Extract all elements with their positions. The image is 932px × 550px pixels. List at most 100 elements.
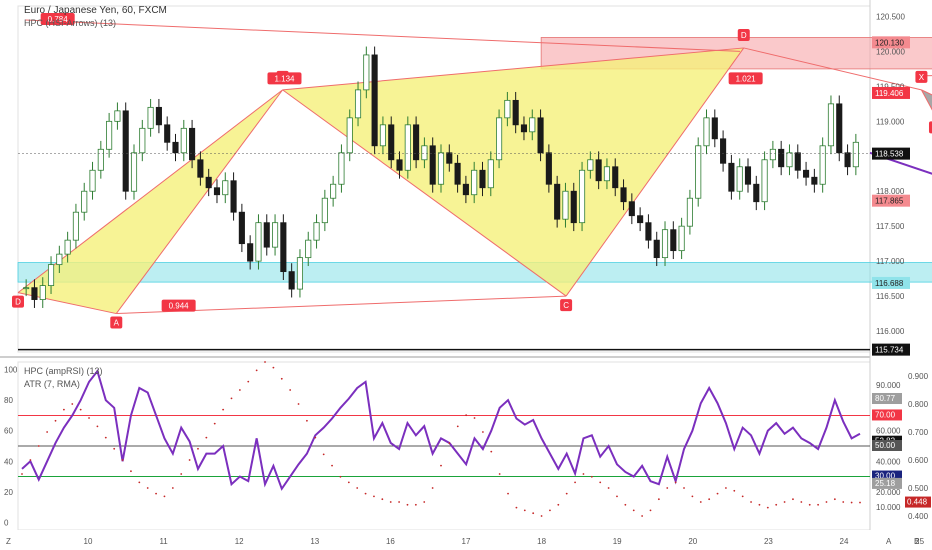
time-axis-tick: 13 <box>310 537 319 546</box>
ratio-label-box <box>40 12 75 25</box>
price-axis-tick: 116.000 <box>876 327 905 336</box>
atr-dot <box>255 369 258 372</box>
candle-body <box>520 124 528 133</box>
candle-body <box>413 124 420 161</box>
atr-dot <box>155 492 157 495</box>
candle-body <box>147 106 154 129</box>
atr-dot <box>440 464 442 467</box>
candle-body <box>197 159 204 178</box>
rsi-right-tick: 20.000 <box>876 488 901 497</box>
point-label-box <box>12 295 24 308</box>
ascending-trendline <box>869 151 932 175</box>
atr-dot <box>272 366 275 369</box>
atr-dot <box>398 501 400 503</box>
atr-dot <box>574 481 576 484</box>
atr-axis-tick: 0.800 <box>908 400 929 409</box>
atr-dot <box>515 506 518 509</box>
atr-axis-tick: 0.400 <box>908 512 929 521</box>
pattern1-leg-3 <box>565 47 745 297</box>
atr-dot <box>833 498 836 501</box>
point-label: X <box>919 73 925 82</box>
candle-body <box>670 229 677 252</box>
current-price-tag-box <box>872 147 910 160</box>
price-tag-box <box>872 86 910 99</box>
candle-body <box>404 124 411 171</box>
point-label-box <box>737 28 750 41</box>
candle-body <box>296 257 304 290</box>
atr-dot <box>641 515 644 517</box>
atr-dot <box>632 509 635 512</box>
atr-dot <box>297 403 300 405</box>
candle-body <box>56 253 63 266</box>
atr-dot <box>21 473 23 475</box>
atr-dot <box>197 447 199 450</box>
candle-body <box>114 110 121 122</box>
atr-dot <box>783 501 786 503</box>
candle-body <box>446 152 453 164</box>
atr-dot <box>523 509 526 512</box>
pattern1-triangle-bcd <box>282 47 744 297</box>
candle-body <box>554 183 561 220</box>
candle-body <box>388 124 395 161</box>
rsi-tag: 80.77 <box>875 394 896 403</box>
pattern1-triangle-xab <box>18 89 283 314</box>
atr-dot <box>758 503 761 506</box>
atr-dot <box>699 501 702 503</box>
atr-dot <box>859 501 861 504</box>
atr-axis-tick: 0.900 <box>908 372 929 381</box>
candle-body <box>205 176 212 189</box>
candle-body <box>313 222 320 241</box>
candle-body <box>139 127 146 154</box>
atr-dot <box>163 495 166 498</box>
atr-dot <box>691 495 694 498</box>
atr-dot <box>306 419 308 422</box>
candle-body <box>603 166 610 182</box>
candle-body <box>661 229 669 259</box>
candle-body <box>230 180 237 213</box>
candle-body <box>222 180 229 196</box>
atr-dot <box>331 464 333 467</box>
rsi-tag-box <box>872 440 902 451</box>
atr-dot <box>213 422 216 425</box>
atr-dot <box>616 495 618 498</box>
rsi-left-tick: 80 <box>4 396 13 405</box>
rsi-tag-box <box>872 470 902 482</box>
atr-dot <box>222 408 225 411</box>
candle-body <box>612 166 619 189</box>
ratio-label: 0.784 <box>48 15 69 24</box>
atr-dot <box>205 436 208 439</box>
price-axis-tick: 119.500 <box>876 82 905 91</box>
candle-body <box>637 215 644 224</box>
zone-demand <box>17 262 932 283</box>
atr-dot <box>708 498 711 501</box>
candle-body <box>496 117 503 161</box>
atr-dot <box>373 495 375 498</box>
atr-axis-tick: 0.700 <box>908 428 929 437</box>
rsi-left-tick: 100 <box>4 366 18 375</box>
price-tag: 116.688 <box>875 279 904 288</box>
rsi-right-tick: 60.000 <box>876 427 901 436</box>
candle-body <box>280 222 287 273</box>
atr-dot <box>624 503 627 506</box>
atr-axis-tick: 0.500 <box>908 484 929 493</box>
indicator-label-amprsi: HPC (ampRSI) (13) <box>24 366 103 376</box>
atr-dot <box>557 503 560 506</box>
candle-body <box>487 159 494 189</box>
price-axis-tick: 116.500 <box>876 292 905 301</box>
candle-body <box>803 169 810 178</box>
time-axis-tick: 12 <box>235 537 244 546</box>
candle-body <box>827 103 835 147</box>
point-label-box <box>915 70 928 83</box>
atr-dot <box>800 501 803 503</box>
atr-dot <box>540 515 543 517</box>
rsi-right-tick: 10.000 <box>876 503 901 512</box>
atr-dot <box>649 509 652 512</box>
candle-body <box>429 145 436 185</box>
point-label: C <box>563 301 569 310</box>
price-pane: DABCDXABCDABCD0.7841.1340.9441.0210.5791… <box>12 12 932 351</box>
pattern1-leg-2 <box>282 89 567 297</box>
atr-dot <box>381 498 384 501</box>
rsi-tag: 70.00 <box>875 410 896 419</box>
candle-body <box>247 243 254 262</box>
atr-dot <box>599 481 602 484</box>
